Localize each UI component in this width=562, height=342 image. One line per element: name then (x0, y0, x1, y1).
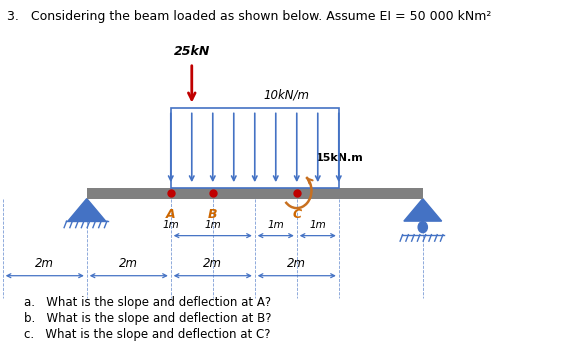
Text: C: C (292, 208, 301, 221)
Text: 1m: 1m (310, 220, 326, 229)
Text: 2m: 2m (35, 257, 55, 270)
Text: A: A (166, 208, 175, 221)
Text: 15kN.m: 15kN.m (316, 153, 364, 163)
Text: 1m: 1m (268, 220, 284, 229)
Text: b.   What is the slope and deflection at B?: b. What is the slope and deflection at B… (24, 312, 271, 325)
Bar (171, 108, 339, 187)
Polygon shape (404, 199, 442, 221)
Text: a.   What is the slope and deflection at A?: a. What is the slope and deflection at A… (24, 296, 271, 309)
Text: 3.   Considering the beam loaded as shown below. Assume EI = 50 000 kNm²: 3. Considering the beam loaded as shown … (7, 10, 491, 23)
Bar (87, 187, 423, 199)
Text: B: B (208, 208, 217, 221)
Polygon shape (68, 199, 106, 221)
Text: 2m: 2m (119, 257, 138, 270)
Text: 25kN: 25kN (174, 45, 210, 58)
Text: c.   What is the slope and deflection at C?: c. What is the slope and deflection at C… (24, 328, 270, 341)
Text: 1m: 1m (205, 220, 221, 229)
Text: 1m: 1m (162, 220, 179, 229)
Circle shape (418, 222, 427, 233)
Text: 2m: 2m (287, 257, 306, 270)
Text: 10kN/m: 10kN/m (263, 89, 309, 102)
Text: 2m: 2m (203, 257, 223, 270)
